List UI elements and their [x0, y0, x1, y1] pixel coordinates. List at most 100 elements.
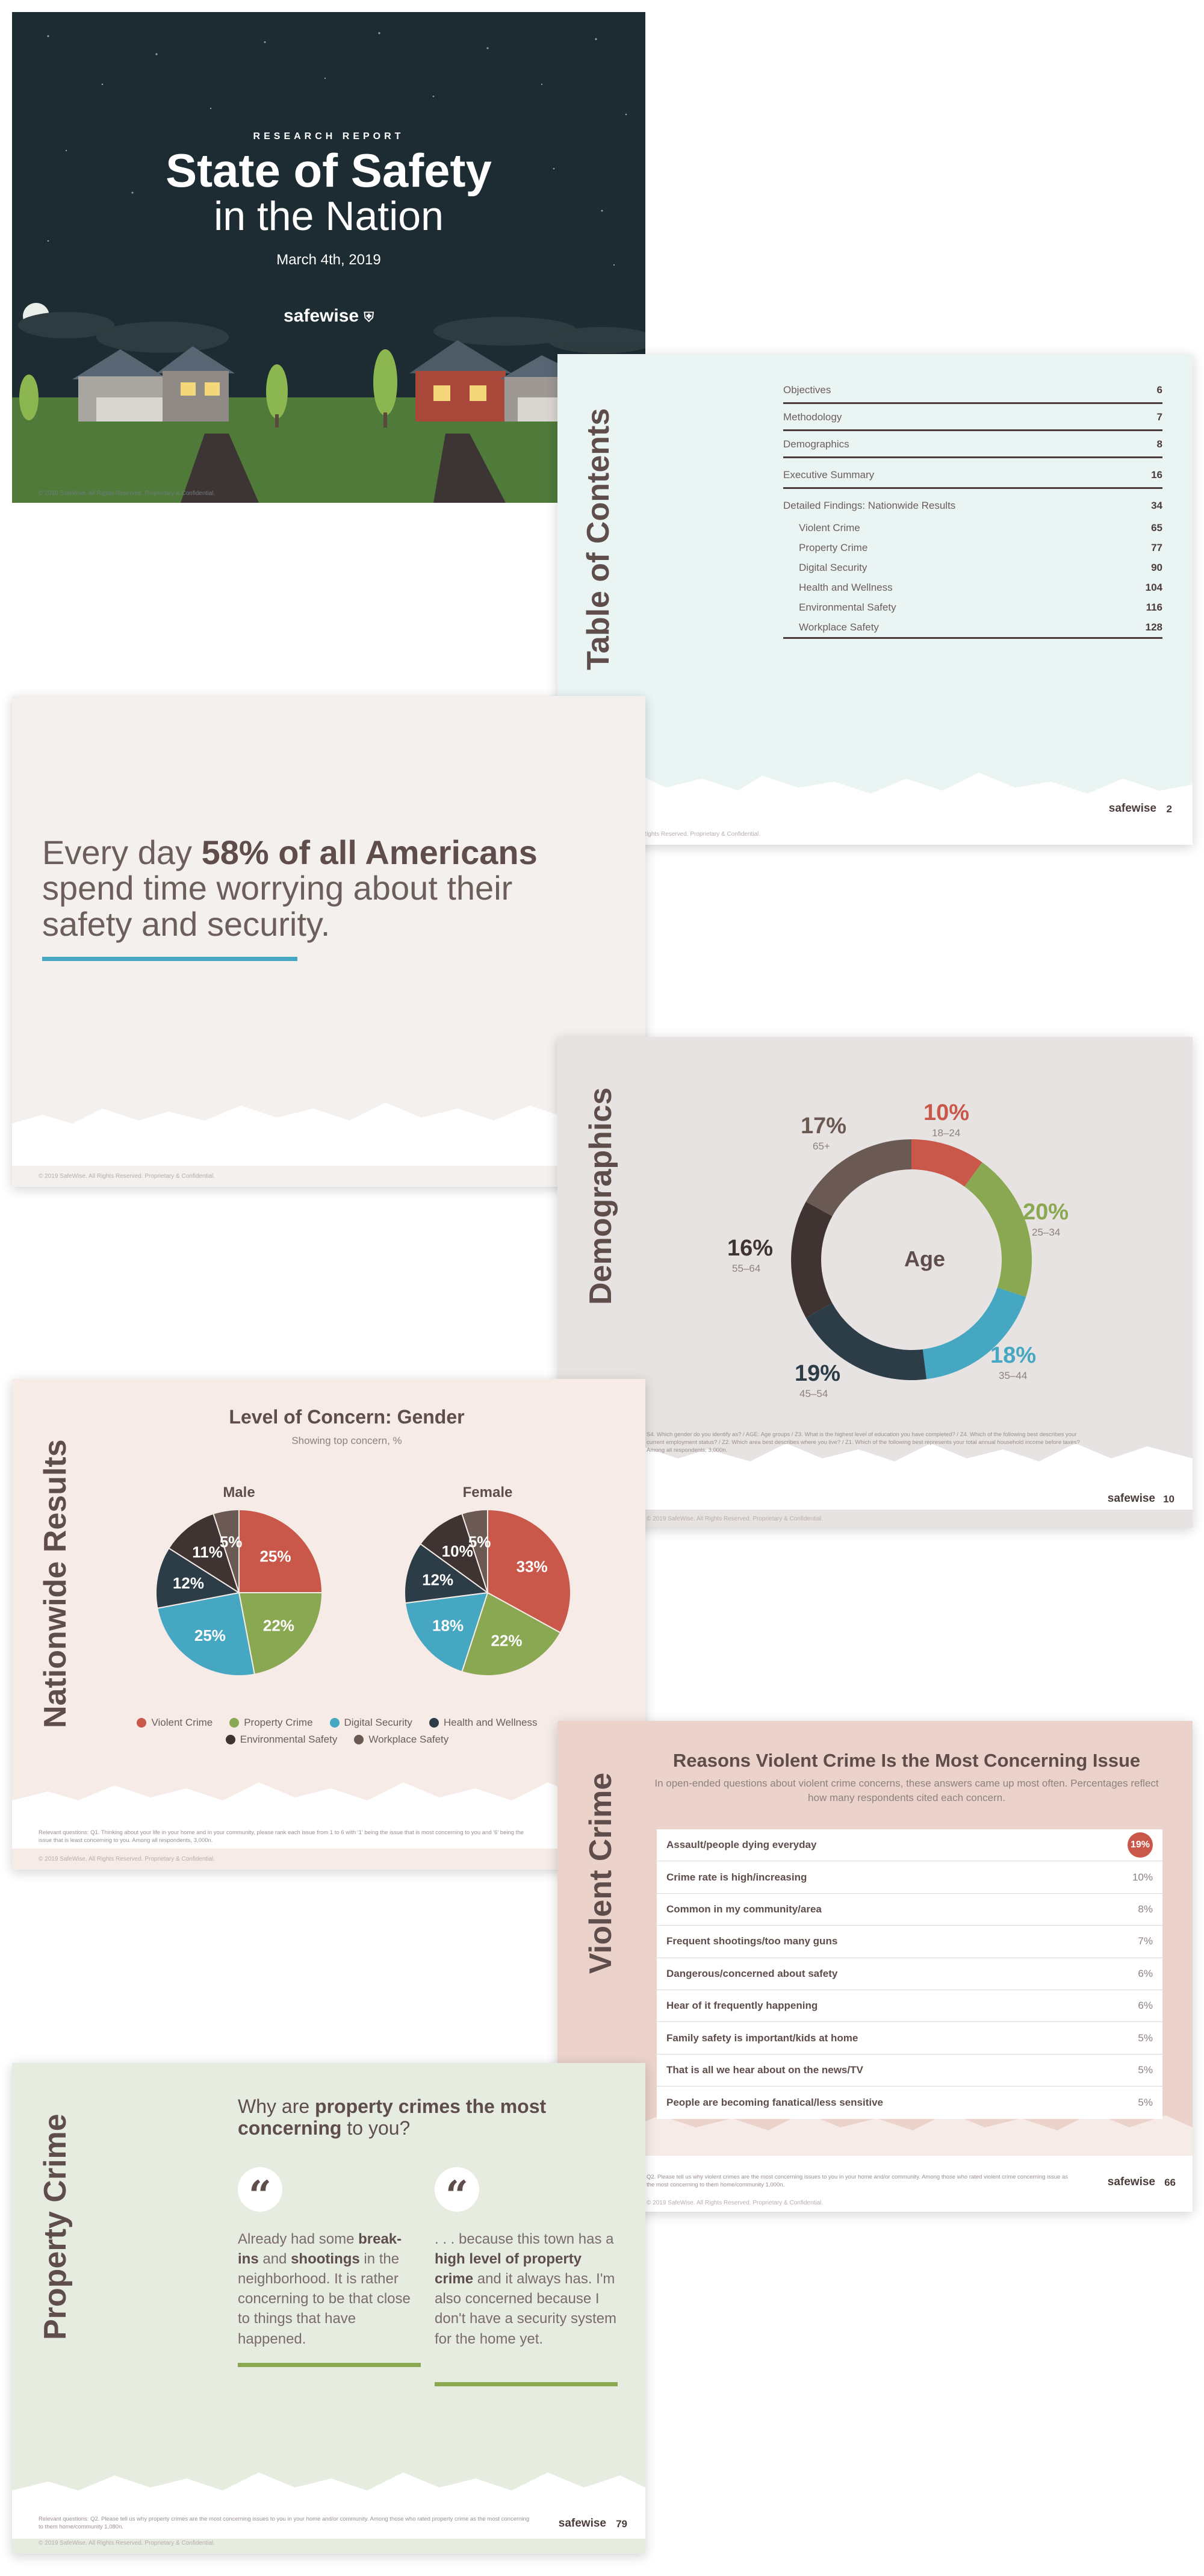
row-label: Crime rate is high/increasing [666, 1871, 807, 1883]
toc-subitem[interactable]: Environmental Safety 116 [783, 597, 1162, 617]
chart-title: Reasons Violent Crime Is the Most Concer… [672, 1750, 1141, 1771]
toc-item[interactable]: Demographics 8 [783, 431, 1162, 458]
age-label-pct: 16% [727, 1236, 774, 1261]
legend-label: Violent Crime [151, 1717, 213, 1728]
age-donut-chart [791, 1139, 1032, 1380]
cover-slide: RESEARCH REPORT State of Safety in the N… [12, 12, 645, 503]
toc-subitem[interactable]: Property Crime 77 [783, 538, 1162, 558]
quote-highlight: high level of property crime [435, 2251, 582, 2288]
footnote: S4. Which gender do you identify as? / A… [647, 1431, 1080, 1454]
legend-swatch [429, 1718, 439, 1728]
age-label-range: 45–54 [799, 1388, 828, 1399]
toc-item[interactable]: Detailed Findings: Nationwide Results 34 [783, 493, 1162, 518]
quote-highlight: break-ins [238, 2231, 402, 2268]
legend-label: Digital Security [344, 1717, 412, 1728]
pie-slice-label: 18% [432, 1617, 464, 1635]
toc-item-page: 7 [1156, 411, 1162, 423]
row-label: Frequent shootings/too many guns [666, 1935, 838, 1947]
row-value: 6% [1138, 1967, 1153, 1979]
property-crime-slide: Property Crime Why are property crimes t… [12, 2063, 645, 2554]
headline-statement: Every day 58% of all Americans spend tim… [42, 835, 584, 942]
rooftop-silhouette [12, 1782, 645, 1849]
table-row: Frequent shootings/too many guns 7% [657, 1926, 1162, 1958]
pie-title-male: Male [223, 1484, 255, 1501]
quote-text: in the neighborhood. It is rather concer… [238, 2251, 411, 2347]
donut-center-label: Age [904, 1246, 945, 1271]
donut-slice [911, 1139, 982, 1187]
pie-slice [419, 1513, 489, 1594]
pie-slice-label: 25% [259, 1548, 291, 1566]
question-post: to you? [341, 2117, 411, 2139]
question-highlight: property crimes the most concerning [238, 2095, 547, 2139]
toc-subitem-label: Violent Crime [799, 522, 860, 534]
testimonial-2: . . . because this town has a high level… [435, 2229, 618, 2349]
table-row: Assault/people dying everyday 19% [657, 1829, 1162, 1862]
footnote: Q2. Please tell us why violent crimes ar… [647, 2174, 1068, 2188]
toc-subitem-page: 90 [1151, 562, 1162, 573]
toc-list: Objectives 6 Methodology 7 Demographics 8 E… [783, 377, 1162, 639]
legend-item: Environmental Safety [225, 1734, 337, 1746]
report-kicker: RESEARCH REPORT [253, 131, 405, 142]
toc-item[interactable]: Objectives 6 [783, 377, 1162, 404]
footer-band [557, 2156, 1193, 2212]
row-value: 10% [1132, 1871, 1153, 1883]
copyright: © 2019 SafeWise. All Rights Reserved. Pr… [39, 2540, 216, 2546]
page-number: 10 [1163, 1493, 1175, 1505]
legend-swatch [229, 1718, 240, 1728]
cover-night-scene [12, 12, 645, 503]
safewise-logo: safewise ⛨ [12, 306, 645, 326]
question-pre: Why are [238, 2095, 315, 2117]
age-label-range: 55–64 [732, 1263, 761, 1274]
toc-subitem-label: Digital Security [799, 562, 867, 573]
quote-text: and [258, 2251, 291, 2268]
pie-slice-label: 33% [517, 1557, 548, 1575]
statement-pre: Every day [42, 833, 202, 871]
report-title-line2: in the Nation [214, 193, 444, 239]
toc-subitem[interactable]: Workplace Safety 128 [783, 617, 1162, 639]
toc-subitem-label: Property Crime [799, 542, 868, 553]
toc-subitem-page: 77 [1151, 542, 1162, 553]
legend-item: Violent Crime [137, 1717, 213, 1729]
age-label-range: 25–34 [1032, 1227, 1061, 1238]
legend-item: Property Crime [229, 1717, 313, 1729]
age-label-pct: 17% [801, 1113, 847, 1139]
accent-bar [238, 2363, 421, 2367]
statement-slide: Every day 58% of all Americans spend tim… [12, 696, 645, 1187]
brand-logo: safewise [558, 2517, 606, 2530]
accent-underline [42, 957, 297, 961]
donut-slice [805, 1139, 911, 1216]
toc-item-label: Demographics [783, 438, 849, 450]
table-row: People are becoming fanatical/less sensi… [657, 2086, 1162, 2118]
toc-subitem-label: Workplace Safety [799, 621, 879, 633]
table-row: Crime rate is high/increasing 10% [657, 1861, 1162, 1894]
toc-subitem-page: 116 [1146, 602, 1162, 613]
toc-subitem[interactable]: Health and Wellness 104 [783, 577, 1162, 597]
statement-post: spend time worrying about their safety a… [42, 869, 513, 943]
toc-item[interactable]: Methodology 7 [783, 404, 1162, 431]
quote-highlight: shootings [291, 2251, 360, 2268]
toc-subitem[interactable]: Digital Security 90 [783, 558, 1162, 577]
toc-item[interactable]: Executive Summary 16 [783, 462, 1162, 489]
age-label-pct: 20% [1023, 1199, 1069, 1225]
row-label: Common in my community/area [666, 1903, 822, 1915]
row-value: 5% [1138, 2096, 1153, 2108]
row-label: Family safety is important/kids at home [666, 2032, 858, 2044]
pie-slice [155, 1547, 241, 1610]
legend-swatch [137, 1718, 147, 1728]
toc-subitem[interactable]: Violent Crime 65 [783, 518, 1162, 538]
pie-slice [461, 1591, 562, 1676]
copyright: © 2019 SafeWise. All Rights Reserved. Pr… [647, 1516, 824, 1522]
rooftop-silhouette [557, 773, 1193, 845]
donut-slice [922, 1287, 1026, 1380]
violent-crime-slide: Violent Crime Reasons Violent Crime Is t… [557, 1721, 1193, 2212]
page-number: 79 [616, 2518, 627, 2530]
pie-slice-label: 10% [442, 1542, 473, 1560]
toc-item-label: Methodology [783, 411, 842, 423]
page-number: 2 [1166, 803, 1172, 815]
row-label: Hear of it frequently happening [666, 2000, 818, 2012]
table-row: That is all we hear about on the news/TV… [657, 2055, 1162, 2087]
row-value: 5% [1138, 2064, 1153, 2076]
legend-swatch [225, 1735, 235, 1744]
chart-subtitle: Showing top concern, % [291, 1435, 402, 1446]
testimonial-1: Already had some break-ins and shootings… [238, 2229, 421, 2349]
